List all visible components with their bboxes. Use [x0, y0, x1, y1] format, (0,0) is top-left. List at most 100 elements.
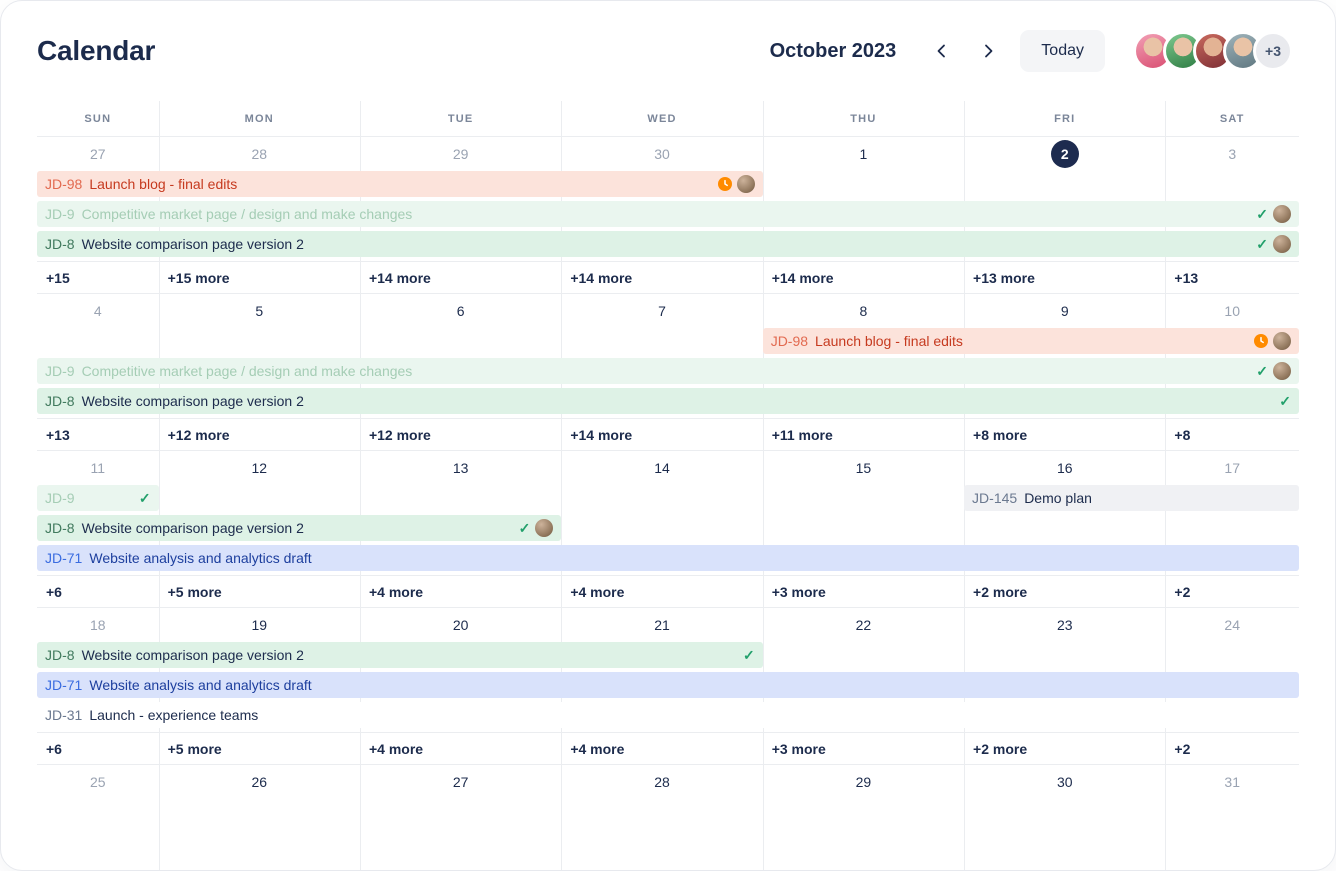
overdue-clock-icon	[717, 177, 732, 191]
day-cell[interactable]: 6	[456, 303, 465, 319]
event-trailing: ✓	[1248, 362, 1291, 380]
event-key: JD-71	[45, 677, 83, 693]
event-bar[interactable]: JD-71 Website analysis and analytics dra…	[37, 545, 1299, 571]
event-bar[interactable]: JD-31 Launch - experience teams	[37, 702, 1299, 728]
day-cell[interactable]: 20	[452, 617, 469, 633]
day-cell[interactable]: 30	[1056, 774, 1073, 790]
event-bar[interactable]: JD-9 Competitive market page / design an…	[37, 358, 1299, 384]
more-events-link[interactable]: +13 more	[973, 269, 1035, 286]
more-events-link[interactable]: +2	[1174, 740, 1191, 757]
more-events-link[interactable]: +3 more	[771, 740, 826, 757]
day-cell[interactable]: 3	[1228, 146, 1237, 162]
event-row: JD-9 ✓ JD-145 Demo plan	[37, 485, 1299, 515]
event-bar[interactable]: JD-8 Website comparison page version 2 ✓	[37, 231, 1299, 257]
more-events-link[interactable]: +14 more	[771, 269, 834, 286]
event-row: JD-31 Launch - experience teams	[37, 702, 1299, 732]
event-bar[interactable]: JD-9 Competitive market page / design an…	[37, 201, 1299, 227]
event-bar[interactable]: JD-71 Website analysis and analytics dra…	[37, 672, 1299, 698]
next-month-button[interactable]	[970, 33, 1006, 69]
more-events-link[interactable]: +15 more	[167, 269, 230, 286]
day-cell[interactable]: 18	[90, 617, 106, 633]
day-cell[interactable]: 23	[1056, 617, 1073, 633]
day-cell[interactable]: 29	[855, 774, 872, 790]
more-events-link[interactable]: +14 more	[570, 269, 633, 286]
day-cell[interactable]: 21	[654, 617, 670, 633]
more-events-link[interactable]: +3 more	[771, 583, 826, 600]
more-events-link[interactable]: +5 more	[167, 583, 222, 600]
more-events-link[interactable]: +4 more	[570, 583, 625, 600]
day-cell[interactable]: 27	[452, 774, 469, 790]
avatar-overflow-badge[interactable]: +3	[1253, 31, 1293, 71]
event-bar[interactable]: JD-145 Demo plan	[964, 485, 1299, 511]
event-key: JD-8	[45, 520, 75, 536]
day-cell[interactable]: 27	[90, 146, 106, 162]
more-events-link[interactable]: +8 more	[973, 426, 1028, 443]
more-events-link[interactable]: +2 more	[973, 740, 1028, 757]
more-row: +6 +5 more +4 more +4 more +3 more +2 mo…	[37, 575, 1299, 607]
assignee-avatar	[1273, 332, 1291, 350]
day-cell[interactable]: 4	[93, 303, 102, 319]
event-row: JD-71 Website analysis and analytics dra…	[37, 545, 1299, 575]
day-cell[interactable]: 24	[1224, 617, 1240, 633]
event-bar[interactable]: JD-8 Website comparison page version 2 ✓	[37, 388, 1299, 414]
day-cell[interactable]: 28	[654, 774, 670, 790]
day-cell[interactable]: 26	[251, 774, 268, 790]
day-cell[interactable]: 25	[90, 774, 106, 790]
day-cell[interactable]: 11	[90, 460, 106, 476]
event-bar[interactable]: JD-8 Website comparison page version 2 ✓	[37, 515, 562, 541]
calendar-grid: SUN MON TUE WED THU FRI SAT 27 28 29 30 …	[37, 101, 1299, 870]
day-cell[interactable]: 1	[859, 146, 868, 162]
column-divider	[561, 101, 563, 870]
day-cell[interactable]: 16	[1056, 460, 1073, 476]
more-events-link[interactable]: +2	[1174, 583, 1191, 600]
event-bar[interactable]: JD-98 Launch blog - final edits	[37, 171, 763, 197]
event-trailing: ✓	[1271, 394, 1291, 408]
day-cell[interactable]: 9	[1060, 303, 1069, 319]
more-events-link[interactable]: +4 more	[368, 583, 424, 600]
more-events-link[interactable]: +6	[46, 583, 62, 600]
more-events-link[interactable]: +14 more	[570, 426, 633, 443]
day-header: SUN	[84, 112, 112, 125]
day-cell[interactable]: 15	[855, 460, 872, 476]
more-events-link[interactable]: +5 more	[167, 740, 222, 757]
date-row: 27 28 29 30 1 2 3	[37, 137, 1299, 171]
more-events-link[interactable]: +6	[46, 740, 62, 757]
day-cell[interactable]: 17	[1224, 460, 1240, 476]
more-events-link[interactable]: +12 more	[167, 426, 230, 443]
more-events-link[interactable]: +12 more	[368, 426, 431, 443]
event-bar[interactable]: JD-8 Website comparison page version 2 ✓	[37, 642, 763, 668]
date-row: 25 26 27 28 29 30 31	[37, 765, 1299, 799]
day-cell[interactable]: 22	[855, 617, 872, 633]
day-cell[interactable]: 10	[1224, 303, 1240, 319]
day-cell[interactable]: 30	[654, 146, 670, 162]
day-cell[interactable]: 14	[654, 460, 670, 476]
day-cell[interactable]: 7	[658, 303, 666, 319]
prev-month-button[interactable]	[924, 33, 960, 69]
more-events-link[interactable]: +4 more	[570, 740, 625, 757]
day-cell[interactable]: 19	[251, 617, 268, 633]
event-bar[interactable]: JD-98 Launch blog - final edits	[762, 328, 1299, 354]
event-title: Website analysis and analytics draft	[89, 550, 312, 566]
day-cell[interactable]: 13	[452, 460, 469, 476]
more-events-link[interactable]: +8	[1174, 426, 1191, 443]
day-cell[interactable]: 29	[452, 146, 469, 162]
week-row: 4 5 6 7 8 9 10 JD-98 Launch blog - final…	[37, 294, 1299, 451]
completed-check-icon: ✓	[1256, 363, 1268, 379]
more-events-link[interactable]: +13	[1174, 269, 1199, 286]
more-events-link[interactable]: +15	[46, 269, 70, 286]
event-title: Website comparison page version 2	[81, 236, 304, 252]
day-cell[interactable]: 31	[1224, 774, 1240, 790]
day-cell[interactable]: 12	[251, 460, 268, 476]
day-cell-today[interactable]: 2	[964, 137, 1165, 171]
more-events-link[interactable]: +13	[46, 426, 70, 443]
day-cell[interactable]: 5	[255, 303, 264, 319]
day-cell[interactable]: 8	[859, 303, 868, 319]
event-bar[interactable]: JD-9 ✓	[37, 485, 159, 511]
event-title: Demo plan	[1024, 490, 1092, 506]
more-events-link[interactable]: +14 more	[368, 269, 431, 286]
more-events-link[interactable]: +4 more	[368, 740, 424, 757]
day-cell[interactable]: 28	[251, 146, 268, 162]
more-events-link[interactable]: +11 more	[771, 426, 833, 443]
more-events-link[interactable]: +2 more	[973, 583, 1028, 600]
today-button[interactable]: Today	[1020, 30, 1105, 72]
